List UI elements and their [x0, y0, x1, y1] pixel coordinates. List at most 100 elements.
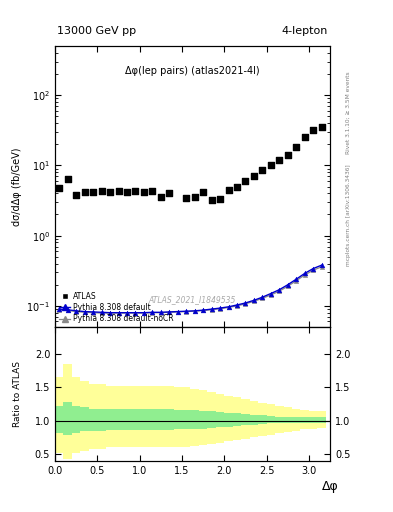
Point — [174, 308, 181, 316]
Point — [132, 187, 139, 195]
Point — [107, 309, 113, 317]
Point — [318, 261, 325, 269]
Point — [98, 308, 105, 316]
Point — [234, 182, 240, 190]
Point — [107, 188, 113, 196]
Point — [158, 308, 164, 316]
Point — [293, 276, 299, 285]
Point — [217, 195, 223, 203]
Point — [234, 302, 240, 310]
Point — [251, 296, 257, 305]
Point — [301, 133, 308, 141]
Point — [251, 297, 257, 306]
Text: 4-lepton: 4-lepton — [282, 26, 328, 36]
Point — [226, 303, 232, 311]
Point — [242, 177, 249, 185]
Text: 13000 GeV pp: 13000 GeV pp — [57, 26, 136, 36]
Point — [64, 306, 71, 314]
Point — [56, 305, 62, 313]
Point — [141, 309, 147, 317]
Point — [166, 308, 173, 316]
Point — [268, 161, 274, 169]
Point — [107, 309, 113, 317]
Point — [183, 308, 189, 316]
Point — [200, 306, 206, 314]
Point — [268, 291, 274, 299]
Point — [191, 307, 198, 315]
Point — [98, 309, 105, 317]
Point — [234, 301, 240, 309]
Text: Rivet 3.1.10; ≥ 3.5M events: Rivet 3.1.10; ≥ 3.5M events — [346, 71, 351, 154]
Point — [259, 294, 266, 303]
Point — [226, 303, 232, 311]
Point — [158, 194, 164, 202]
Point — [318, 123, 325, 131]
Point — [226, 186, 232, 194]
Point — [124, 309, 130, 317]
Point — [208, 306, 215, 314]
Point — [56, 306, 62, 314]
Point — [183, 194, 189, 202]
Point — [90, 308, 96, 316]
Text: Δφ(lep pairs) (atlas2021-4l): Δφ(lep pairs) (atlas2021-4l) — [125, 66, 260, 76]
Point — [191, 194, 198, 202]
Point — [208, 305, 215, 313]
Point — [98, 187, 105, 195]
Point — [285, 282, 291, 290]
Point — [81, 308, 88, 316]
Point — [81, 308, 88, 316]
Point — [166, 189, 173, 198]
Point — [217, 304, 223, 312]
Point — [310, 266, 316, 274]
Point — [310, 265, 316, 273]
Point — [208, 196, 215, 204]
Y-axis label: Ratio to ATLAS: Ratio to ATLAS — [13, 361, 22, 427]
Point — [301, 269, 308, 278]
Point — [116, 309, 122, 317]
Point — [293, 143, 299, 152]
Point — [242, 300, 249, 308]
Point — [285, 281, 291, 289]
Point — [132, 309, 139, 317]
Point — [149, 187, 156, 195]
Point — [285, 151, 291, 159]
Point — [56, 184, 62, 192]
Point — [124, 309, 130, 317]
Point — [124, 188, 130, 196]
Point — [116, 187, 122, 195]
Point — [183, 307, 189, 315]
Y-axis label: dσ/dΔφ (fb/GeV): dσ/dΔφ (fb/GeV) — [12, 147, 22, 226]
Point — [276, 286, 283, 294]
Point — [158, 309, 164, 317]
Point — [73, 307, 79, 315]
Point — [81, 188, 88, 196]
Point — [116, 309, 122, 317]
Point — [174, 308, 181, 316]
Point — [90, 188, 96, 196]
Point — [276, 156, 283, 164]
Point — [73, 308, 79, 316]
Point — [200, 188, 206, 196]
Point — [166, 308, 173, 316]
Text: mcplots.cern.ch [arXiv:1306.3436]: mcplots.cern.ch [arXiv:1306.3436] — [346, 164, 351, 266]
Point — [200, 306, 206, 314]
X-axis label: Δφ: Δφ — [322, 480, 338, 493]
Point — [259, 293, 266, 301]
Point — [64, 175, 71, 183]
Point — [301, 271, 308, 279]
Point — [259, 166, 266, 175]
Legend: ATLAS, Pythia 8.308 default, Pythia 8.308 default-noCR: ATLAS, Pythia 8.308 default, Pythia 8.30… — [59, 292, 173, 323]
Point — [310, 126, 316, 134]
Point — [141, 188, 147, 196]
Text: ATLAS_2021_I1849535: ATLAS_2021_I1849535 — [149, 295, 236, 305]
Point — [90, 309, 96, 317]
Point — [64, 306, 71, 314]
Point — [141, 309, 147, 317]
Point — [73, 191, 79, 199]
Point — [268, 289, 274, 297]
Point — [251, 172, 257, 180]
Point — [191, 307, 198, 315]
Point — [217, 305, 223, 313]
Point — [132, 309, 139, 317]
Point — [242, 299, 249, 307]
